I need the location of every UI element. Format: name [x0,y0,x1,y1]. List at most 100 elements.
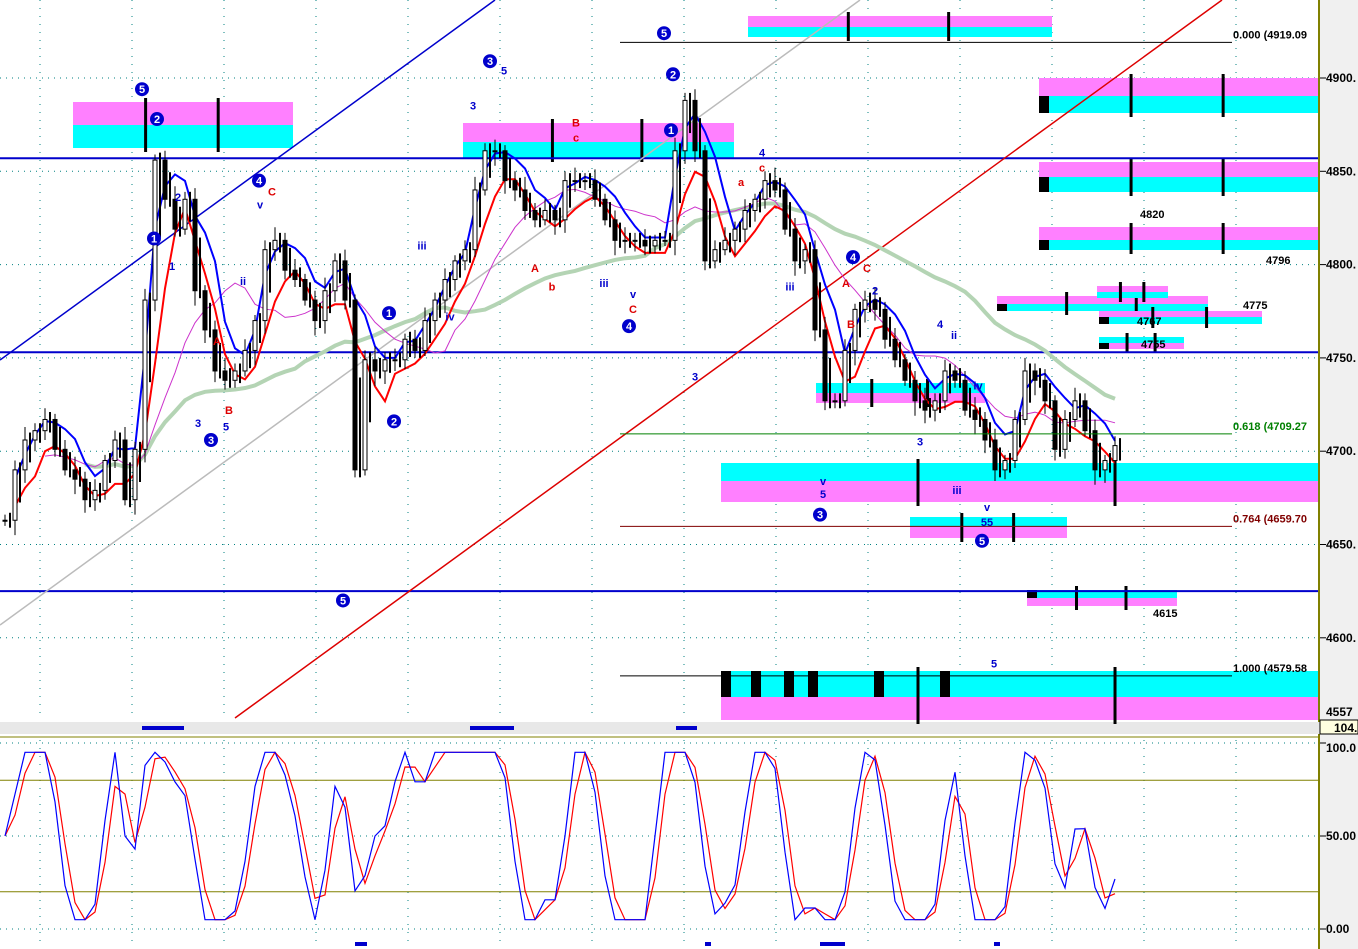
candle-body [782,189,788,230]
wave-label: 3 [917,437,923,449]
candle-body [392,359,398,362]
zone-price-label: 4820 [1140,209,1164,221]
wave-label: 2 [391,416,397,428]
candle-body [832,400,838,403]
wave-circle [135,82,149,97]
candle-body [1092,430,1098,471]
wave-label: 55 [981,517,993,529]
candle-body [52,418,58,450]
price-axis: 4900. 4850. 4800. 4750. 4700. 4650. 4600. 4557 [1320,71,1356,719]
candle-body [382,359,388,372]
candle-body [902,359,908,381]
candle-body [962,379,968,411]
candle-body [592,180,598,200]
candle-body [582,180,588,183]
candle-body [302,279,308,301]
candle-body [562,180,568,221]
zone-block [721,671,731,697]
candle-body [442,279,448,301]
candle-body [822,329,828,402]
candle-body [742,209,748,230]
wave-circle [813,507,827,522]
wave-label: ii [240,276,246,288]
wave-label: 5 [501,65,507,77]
wave-circle [622,319,636,334]
wave-label: 1 [169,261,175,273]
stoch-axis-label: 0.00 [1326,922,1350,936]
signal-bar [705,942,711,946]
candle-body [292,269,298,281]
candle-body [512,180,518,191]
signal-bar [470,726,514,730]
zone-band [73,125,293,148]
zone-band [1027,598,1177,606]
wave-circle [204,433,218,448]
wave-label: C [629,304,637,316]
wave-label: v [630,289,637,301]
candle-body [702,150,708,262]
candle-body [1012,418,1018,462]
wave-label: 5 [979,536,985,548]
candle-body [272,239,278,251]
candle-body [352,299,358,471]
wave-label: C [863,263,871,275]
candle-body [602,198,608,221]
zone-price-label: 4796 [1266,255,1290,267]
wave-label: A [531,263,539,275]
candle-body [932,400,938,411]
candle-body [982,418,988,441]
candle-body [1072,400,1078,420]
candle-body [952,370,958,381]
zone-band [1039,240,1318,250]
zone-block [997,304,1007,311]
zone-block [1099,343,1109,349]
zone-band [910,517,1067,527]
wave-circle [664,123,678,138]
candle-body [1102,460,1108,471]
wave-label: 4 [626,321,633,333]
wave-label: iv [445,312,455,324]
axis-tick-label: 4650. [1326,538,1356,552]
wave-label: 1 [386,308,392,320]
candle-body [1062,418,1068,450]
candle-body [1032,370,1038,381]
candle-body [102,460,108,491]
wave-label: A [213,336,221,348]
candle-body [262,249,268,322]
wave-label: B [847,319,855,331]
axis-tick-label: 4700. [1326,444,1356,458]
zone-band [748,16,1052,27]
wave-label: a [738,177,745,189]
zone-price-label: 4755 [1141,339,1165,351]
candle-body [772,180,778,191]
fib-label: 0.000 (4919.09 [1233,29,1307,41]
zone-block [751,671,761,697]
fib-label: 0.618 (4709.27 [1233,421,1307,433]
zone-band [816,383,985,393]
signal-bar [994,942,1000,946]
wave-label: iii [417,241,426,253]
zone-block [940,671,950,697]
wave-label: 5 [223,422,229,434]
candle-body [942,370,948,402]
wave-label: 1 [151,233,157,245]
price-axis-background [1320,0,1358,949]
wave-circle [483,54,497,69]
candle-body [892,338,898,361]
candle-body [1022,370,1028,420]
wave-label: 5 [139,84,145,96]
wave-label: b [549,282,556,294]
pane-divider[interactable] [0,722,1320,734]
candle-body [152,159,158,301]
candle-body [502,150,508,182]
zone-block [1027,590,1037,598]
stochastic-pane: 100.0 50.00 0.00 104. [0,719,1358,946]
candle-body [662,239,668,242]
candle-body [722,239,728,251]
zone-band [1099,337,1184,343]
wave-label: 2 [175,192,181,204]
wave-label: 3 [208,435,214,447]
zone-block [1039,177,1049,192]
candle-body [732,228,738,241]
